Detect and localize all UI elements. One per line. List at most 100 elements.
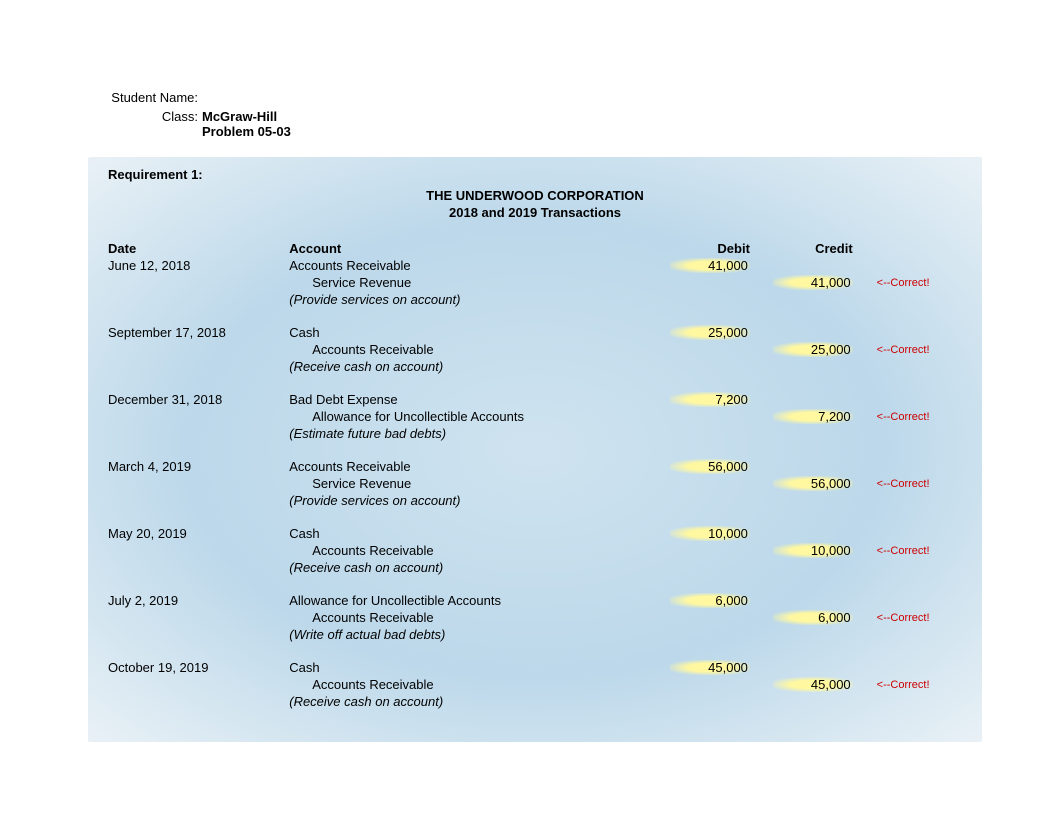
description-row: (Receive cash on account) xyxy=(88,693,982,710)
corp-title: THE UNDERWOOD CORPORATION xyxy=(88,188,982,203)
description-cell: (Estimate future bad debts) xyxy=(283,425,858,442)
header-block: Student Name: Class: McGraw-Hill Problem… xyxy=(0,90,1062,139)
journal-line: Allowance for Uncollectible Accounts7,20… xyxy=(88,408,982,425)
feedback-cell: <--Correct! xyxy=(859,341,982,358)
debit-cell[interactable]: 56,000 xyxy=(653,458,756,475)
journal-line: Service Revenue 41,000<--Correct! xyxy=(88,274,982,291)
credit-cell[interactable]: 6,000 xyxy=(756,609,859,626)
debit-cell[interactable] xyxy=(653,274,756,291)
debit-cell[interactable] xyxy=(653,542,756,559)
journal-line: May 20, 2019Cash10,000 xyxy=(88,525,982,542)
date-cell xyxy=(88,341,283,358)
feedback-cell xyxy=(859,425,982,442)
feedback-cell: <--Correct! xyxy=(859,274,982,291)
description-cell: (Write off actual bad debts) xyxy=(283,626,858,643)
spacer-row xyxy=(88,643,982,659)
debit-cell[interactable]: 10,000 xyxy=(653,525,756,542)
worksheet: Requirement 1: THE UNDERWOOD CORPORATION… xyxy=(88,157,982,742)
debit-cell[interactable] xyxy=(653,475,756,492)
credit-cell[interactable]: 45,000 xyxy=(756,676,859,693)
feedback-cell xyxy=(859,458,982,475)
journal-line: Accounts Receivable 25,000<--Correct! xyxy=(88,341,982,358)
credit-cell[interactable] xyxy=(756,592,859,609)
description-row: (Provide services on account) xyxy=(88,492,982,509)
col-header-date: Date xyxy=(88,240,283,257)
date-cell xyxy=(88,542,283,559)
debit-cell[interactable]: 45,000 xyxy=(653,659,756,676)
debit-cell[interactable] xyxy=(653,341,756,358)
credit-cell[interactable] xyxy=(756,525,859,542)
feedback-cell xyxy=(859,693,982,710)
date-cell xyxy=(88,291,283,308)
date-cell xyxy=(88,609,283,626)
description-cell: (Receive cash on account) xyxy=(283,693,858,710)
date-cell: October 19, 2019 xyxy=(88,659,283,676)
credit-cell[interactable]: 25,000 xyxy=(756,341,859,358)
date-cell: July 2, 2019 xyxy=(88,592,283,609)
debit-cell[interactable] xyxy=(653,609,756,626)
feedback-cell xyxy=(859,391,982,408)
account-cell: Service Revenue xyxy=(283,274,653,291)
description-row: (Write off actual bad debts) xyxy=(88,626,982,643)
date-cell xyxy=(88,425,283,442)
credit-cell[interactable] xyxy=(756,324,859,341)
account-cell: Allowance for Uncollectible Accounts xyxy=(283,592,653,609)
account-cell: Accounts Receivable xyxy=(283,458,653,475)
col-header-debit: Debit xyxy=(653,240,756,257)
description-cell: (Receive cash on account) xyxy=(283,559,858,576)
date-cell xyxy=(88,676,283,693)
journal-line: December 31, 2018Bad Debt Expense7,200 xyxy=(88,391,982,408)
description-cell: (Receive cash on account) xyxy=(283,358,858,375)
debit-cell[interactable]: 25,000 xyxy=(653,324,756,341)
account-cell: Bad Debt Expense xyxy=(283,391,653,408)
journal-line: September 17, 2018Cash25,000 xyxy=(88,324,982,341)
feedback-cell xyxy=(859,659,982,676)
date-cell xyxy=(88,693,283,710)
date-cell xyxy=(88,559,283,576)
feedback-cell xyxy=(859,291,982,308)
col-header-account: Account xyxy=(283,240,653,257)
debit-cell[interactable] xyxy=(653,676,756,693)
debit-cell[interactable] xyxy=(653,408,756,425)
spacer-row xyxy=(88,442,982,458)
date-cell xyxy=(88,492,283,509)
spacer-row xyxy=(88,710,982,726)
account-cell: Accounts Receivable xyxy=(283,542,653,559)
description-row: (Estimate future bad debts) xyxy=(88,425,982,442)
col-header-credit: Credit xyxy=(756,240,859,257)
credit-cell[interactable] xyxy=(756,458,859,475)
feedback-cell xyxy=(859,492,982,509)
account-cell: Accounts Receivable xyxy=(283,341,653,358)
credit-cell[interactable]: 56,000 xyxy=(756,475,859,492)
feedback-cell: <--Correct! xyxy=(859,609,982,626)
date-cell: September 17, 2018 xyxy=(88,324,283,341)
credit-cell[interactable] xyxy=(756,391,859,408)
description-row: (Receive cash on account) xyxy=(88,559,982,576)
account-cell: Accounts Receivable xyxy=(283,676,653,693)
date-cell xyxy=(88,408,283,425)
date-cell: March 4, 2019 xyxy=(88,458,283,475)
description-cell: (Provide services on account) xyxy=(283,291,858,308)
debit-cell[interactable]: 6,000 xyxy=(653,592,756,609)
journal-line: Accounts Receivable10,000<--Correct! xyxy=(88,542,982,559)
journal-line: Service Revenue56,000<--Correct! xyxy=(88,475,982,492)
feedback-cell xyxy=(859,559,982,576)
debit-cell[interactable]: 7,200 xyxy=(653,391,756,408)
credit-cell[interactable]: 10,000 xyxy=(756,542,859,559)
class-row: Class: McGraw-Hill Problem 05-03 xyxy=(108,109,1062,139)
spacer-row xyxy=(88,509,982,525)
feedback-cell xyxy=(859,592,982,609)
journal-line: July 2, 2019Allowance for Uncollectible … xyxy=(88,592,982,609)
description-row: (Receive cash on account) xyxy=(88,358,982,375)
date-cell: June 12, 2018 xyxy=(88,257,283,274)
debit-cell[interactable]: 41,000 xyxy=(653,257,756,274)
journal-line: June 12, 2018Accounts Receivable41,000 xyxy=(88,257,982,274)
credit-cell[interactable]: 7,200 xyxy=(756,408,859,425)
credit-cell[interactable] xyxy=(756,257,859,274)
student-name-label: Student Name: xyxy=(108,90,202,105)
page: Student Name: Class: McGraw-Hill Problem… xyxy=(0,0,1062,742)
description-cell: (Provide services on account) xyxy=(283,492,858,509)
credit-cell[interactable]: 41,000 xyxy=(756,274,859,291)
credit-cell[interactable] xyxy=(756,659,859,676)
corp-subtitle: 2018 and 2019 Transactions xyxy=(88,205,982,220)
